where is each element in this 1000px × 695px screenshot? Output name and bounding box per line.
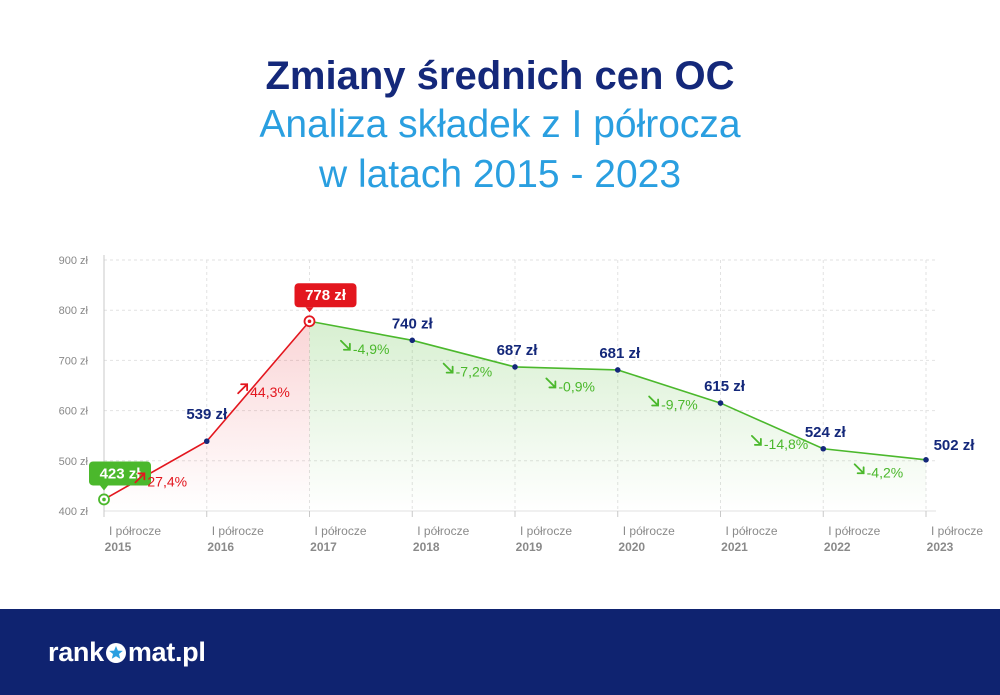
x-tick-label: I półrocze bbox=[417, 524, 469, 538]
brand-name-part2: mat.pl bbox=[127, 637, 206, 667]
arrow-up-icon bbox=[237, 383, 249, 395]
brand-logo: rank mat.pl bbox=[48, 637, 206, 668]
data-point bbox=[820, 445, 827, 452]
rising-area bbox=[104, 321, 310, 511]
data-point bbox=[614, 367, 621, 373]
title-block: Zmiany średnich cen OC Analiza składek z… bbox=[0, 52, 1000, 200]
value-label: 423 zł bbox=[100, 465, 142, 482]
change-label: 27,4% bbox=[147, 473, 187, 489]
y-tick-label: 800 zł bbox=[59, 305, 89, 317]
price-line-chart: 400 zł 500 zł 600 zł 700 zł 800 zł 900 zł I pó… bbox=[59, 255, 983, 554]
change-label: 44,3% bbox=[250, 384, 290, 400]
arrow-down-icon bbox=[545, 377, 557, 389]
star-icon bbox=[105, 642, 126, 663]
value-label: 502 zł bbox=[934, 437, 976, 454]
x-tick-year: 2021 bbox=[721, 540, 748, 554]
data-point-max-core bbox=[307, 319, 312, 324]
x-tick-year: 2020 bbox=[618, 540, 645, 554]
arrow-down-icon bbox=[853, 463, 865, 475]
x-tick-label: I półrocze bbox=[314, 524, 366, 538]
badge-pointer bbox=[100, 485, 108, 491]
page-subtitle-line2: w latach 2015 - 2023 bbox=[318, 153, 682, 196]
data-point bbox=[203, 438, 210, 445]
value-label: 524 zł bbox=[805, 424, 847, 441]
data-point bbox=[409, 337, 416, 344]
x-tick-label: I półrocze bbox=[520, 524, 572, 538]
value-label: 615 zł bbox=[704, 378, 746, 395]
data-point-min-core bbox=[102, 497, 106, 502]
x-tick-label: I półrocze bbox=[623, 524, 675, 538]
value-label: 740 zł bbox=[392, 315, 434, 332]
change-label: -14,8% bbox=[764, 436, 808, 452]
arrow-down-icon bbox=[339, 339, 351, 351]
x-tick-year: 2018 bbox=[413, 540, 440, 554]
x-tick-label: I półrocze bbox=[828, 524, 880, 538]
x-tick-label: I półrocze bbox=[109, 524, 161, 538]
x-tick-label: I półrocze bbox=[931, 524, 983, 538]
falling-area bbox=[309, 321, 926, 511]
arrow-down-icon bbox=[648, 395, 660, 407]
footer-bar: rank mat.pl bbox=[0, 609, 1000, 695]
arrow-down-icon bbox=[442, 362, 454, 374]
value-label: 539 zł bbox=[186, 406, 228, 423]
x-tick-year: 2017 bbox=[310, 540, 337, 554]
data-point bbox=[512, 364, 518, 370]
y-tick-label: 500 zł bbox=[59, 456, 89, 468]
y-tick-label: 700 zł bbox=[59, 355, 89, 367]
value-label: 681 zł bbox=[599, 345, 641, 362]
x-tick-year: 2015 bbox=[105, 540, 132, 554]
change-label: -0,9% bbox=[558, 378, 595, 394]
brand-name-part1: rank bbox=[48, 637, 104, 667]
data-point bbox=[923, 456, 929, 463]
y-tick-label: 600 zł bbox=[59, 406, 89, 418]
arrow-down-icon bbox=[750, 435, 762, 446]
value-label: 687 zł bbox=[497, 342, 539, 359]
x-tick-year: 2023 bbox=[927, 540, 954, 554]
page-title: Zmiany średnich cen OC bbox=[265, 54, 735, 98]
x-tick-year: 2022 bbox=[824, 540, 851, 554]
change-label: -7,2% bbox=[456, 364, 493, 380]
value-label: 778 zł bbox=[305, 287, 347, 304]
x-tick-year: 2016 bbox=[207, 540, 234, 554]
max-value-badge bbox=[294, 283, 357, 308]
y-tick-label: 900 zł bbox=[59, 255, 89, 267]
x-tick-label: I półrocze bbox=[212, 524, 264, 538]
page-subtitle-line1: Analiza składek z I półrocza bbox=[259, 103, 741, 146]
change-label: -4,2% bbox=[867, 464, 904, 480]
min-value-badge bbox=[89, 461, 151, 486]
x-tick-label: I półrocze bbox=[725, 524, 777, 538]
badge-pointer bbox=[305, 307, 314, 313]
x-tick-year: 2019 bbox=[516, 540, 543, 554]
data-point bbox=[717, 400, 724, 406]
y-tick-label: 400 zł bbox=[59, 506, 89, 518]
change-label: -9,7% bbox=[661, 397, 698, 413]
arrow-up-icon bbox=[134, 472, 146, 484]
change-label: -4,9% bbox=[353, 341, 390, 357]
